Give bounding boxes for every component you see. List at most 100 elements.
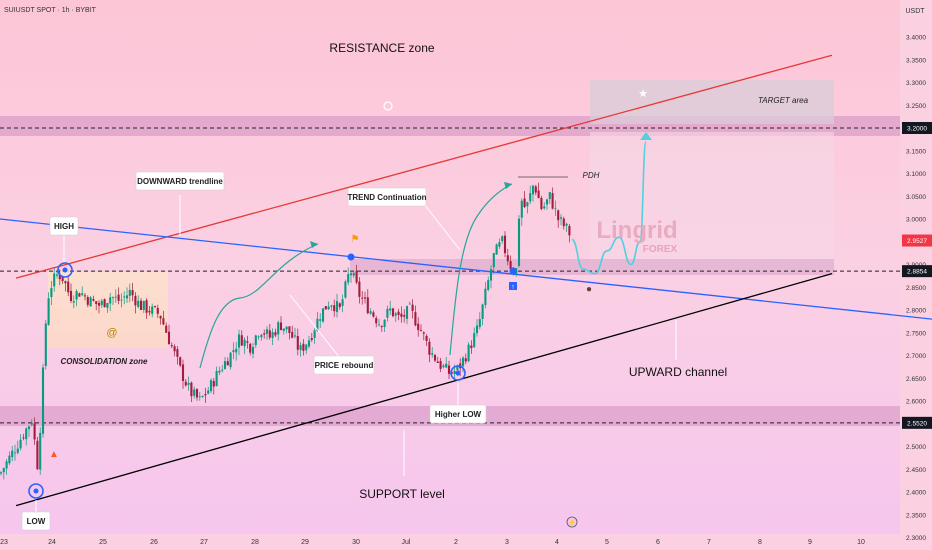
y-tick-label: 2.6000	[906, 399, 926, 406]
candle-body	[246, 341, 249, 343]
candle-body	[355, 271, 358, 283]
forecast-box	[590, 132, 834, 272]
candle-body	[170, 345, 173, 347]
candle-body	[305, 344, 308, 351]
candle-body	[2, 468, 5, 473]
trend-continuation-pointer	[423, 203, 461, 251]
candle-body	[156, 308, 159, 314]
candle-body	[30, 423, 33, 425]
currency-label[interactable]: USDT	[905, 8, 925, 15]
candle-body	[117, 294, 120, 301]
y-tick-label: 3.4000	[906, 35, 926, 42]
candle-body	[159, 315, 162, 319]
candle-body	[204, 394, 207, 396]
x-tick-label: 30	[352, 539, 360, 546]
candle-body	[559, 217, 563, 219]
eye-icon: ●	[586, 284, 592, 295]
candle-body	[285, 326, 288, 330]
candle-body	[313, 330, 316, 338]
low-pivot-marker	[28, 483, 44, 499]
x-tick-label: 28	[251, 539, 259, 546]
candle-body	[254, 335, 257, 345]
candle-body	[520, 200, 523, 218]
candle-body	[0, 472, 3, 474]
candle-body	[137, 300, 140, 307]
candle-body	[321, 308, 325, 322]
candle-body	[411, 304, 414, 311]
candle-body	[361, 297, 364, 299]
candle-body	[184, 381, 187, 386]
candle-body	[50, 288, 53, 298]
candle-body	[64, 281, 67, 284]
candle-body	[190, 382, 193, 397]
candle-body	[179, 357, 182, 366]
candle-body	[453, 370, 456, 375]
time-axis[interactable]: 23 24 25 26 27 28 29 30 Jul 2 3 4 5 6 7 8 9 10	[0, 539, 865, 546]
candle-body	[464, 358, 467, 362]
target-area-label: TARGET area	[758, 96, 809, 105]
candle-body	[389, 308, 392, 311]
flag-icon: ⚑	[351, 234, 360, 245]
candle-body	[540, 197, 543, 209]
candle-body	[408, 303, 411, 305]
candle-body	[120, 299, 123, 301]
price-tag-box	[902, 234, 932, 247]
candle-body	[207, 390, 210, 394]
candle-body	[193, 389, 196, 396]
candle-body	[187, 382, 190, 385]
candle-body	[366, 297, 369, 314]
candle-body	[19, 439, 22, 449]
low-label: LOW	[27, 517, 46, 526]
candle-body	[347, 274, 350, 283]
candle-body	[181, 364, 185, 381]
downward-trendline-label-box	[135, 171, 225, 191]
candle-body	[534, 186, 537, 193]
candle-body	[148, 310, 151, 313]
candle-body	[277, 322, 280, 335]
candle-body	[517, 218, 521, 267]
candle-body	[165, 325, 168, 333]
upward-channel-label: UPWARD channel	[629, 365, 727, 379]
x-tick-label: 10	[857, 539, 865, 546]
snail-icon: @	[106, 327, 117, 339]
candle-body	[330, 305, 333, 307]
candle-body	[478, 319, 481, 328]
trendlines	[0, 54, 932, 507]
candle-body	[249, 343, 252, 353]
y-tick-label: 3.0000	[906, 217, 926, 224]
candle-body	[327, 306, 330, 310]
candle-body	[461, 357, 465, 367]
x-tick-label: 7	[707, 539, 711, 546]
forecast-path	[571, 140, 647, 275]
high-pivot-dot	[62, 267, 68, 273]
price-tags: 3.2000 2.9527 2.8854 2.5520	[902, 122, 932, 429]
x-tick-label: 29	[301, 539, 309, 546]
candle-body	[67, 281, 70, 293]
candle-body	[86, 297, 89, 305]
candle-body	[226, 361, 229, 366]
star-icon: ★	[638, 88, 648, 100]
y-tick-label: 2.4000	[906, 490, 926, 497]
candle-body	[537, 190, 540, 199]
candle-body	[548, 192, 551, 199]
x-tick-label: 6	[656, 539, 660, 546]
candle-body	[543, 206, 546, 209]
x-tick-label: 9	[808, 539, 812, 546]
candle-body	[391, 308, 395, 317]
candle-body	[492, 253, 495, 268]
y-tick-label: 2.5000	[906, 444, 926, 451]
candle-body	[55, 274, 59, 276]
candle-body	[383, 319, 386, 328]
candle-body	[405, 306, 409, 319]
candle-body	[11, 450, 14, 458]
symbol-label[interactable]: SUIUSDT SPOT · 1h · BYBIT	[4, 7, 97, 14]
candle-body	[397, 311, 400, 315]
candle-body	[288, 326, 291, 333]
candle-body	[375, 318, 378, 324]
candle-body	[223, 361, 227, 369]
candle-body	[123, 296, 126, 298]
candle-body	[47, 298, 50, 325]
x-tick-label: 4	[555, 539, 559, 546]
candle-body	[151, 306, 154, 314]
